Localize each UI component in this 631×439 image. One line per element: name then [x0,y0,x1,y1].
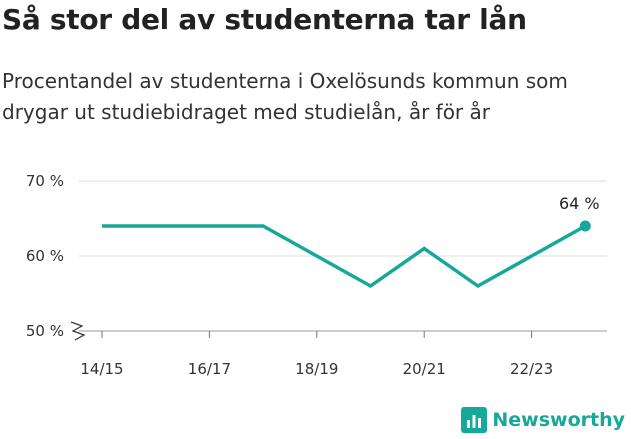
bar-chart-icon [461,407,488,433]
chart-title: Så stor del av studenterna tar lån [2,3,527,36]
y-tick-label: 50 % [26,322,64,340]
x-tick-label: 22/23 [510,360,553,378]
x-tick-label: 20/21 [403,360,446,378]
series-line [102,224,587,289]
x-tick-label: 14/15 [80,360,123,378]
brand-name: Newsworthy [492,409,625,431]
chart-subtitle: Procentandel av studenterna i Oxelösunds… [2,69,568,124]
axis-break-mark [70,321,86,341]
last-value-label: 64 % [559,194,600,213]
last-data-point [579,220,591,232]
y-tick-label: 70 % [26,172,64,190]
y-tick-label: 60 % [26,247,64,265]
x-tick-label: 16/17 [188,360,231,378]
newsworthy-logo: Newsworthy [461,407,625,433]
x-tick-label: 18/19 [295,360,338,378]
